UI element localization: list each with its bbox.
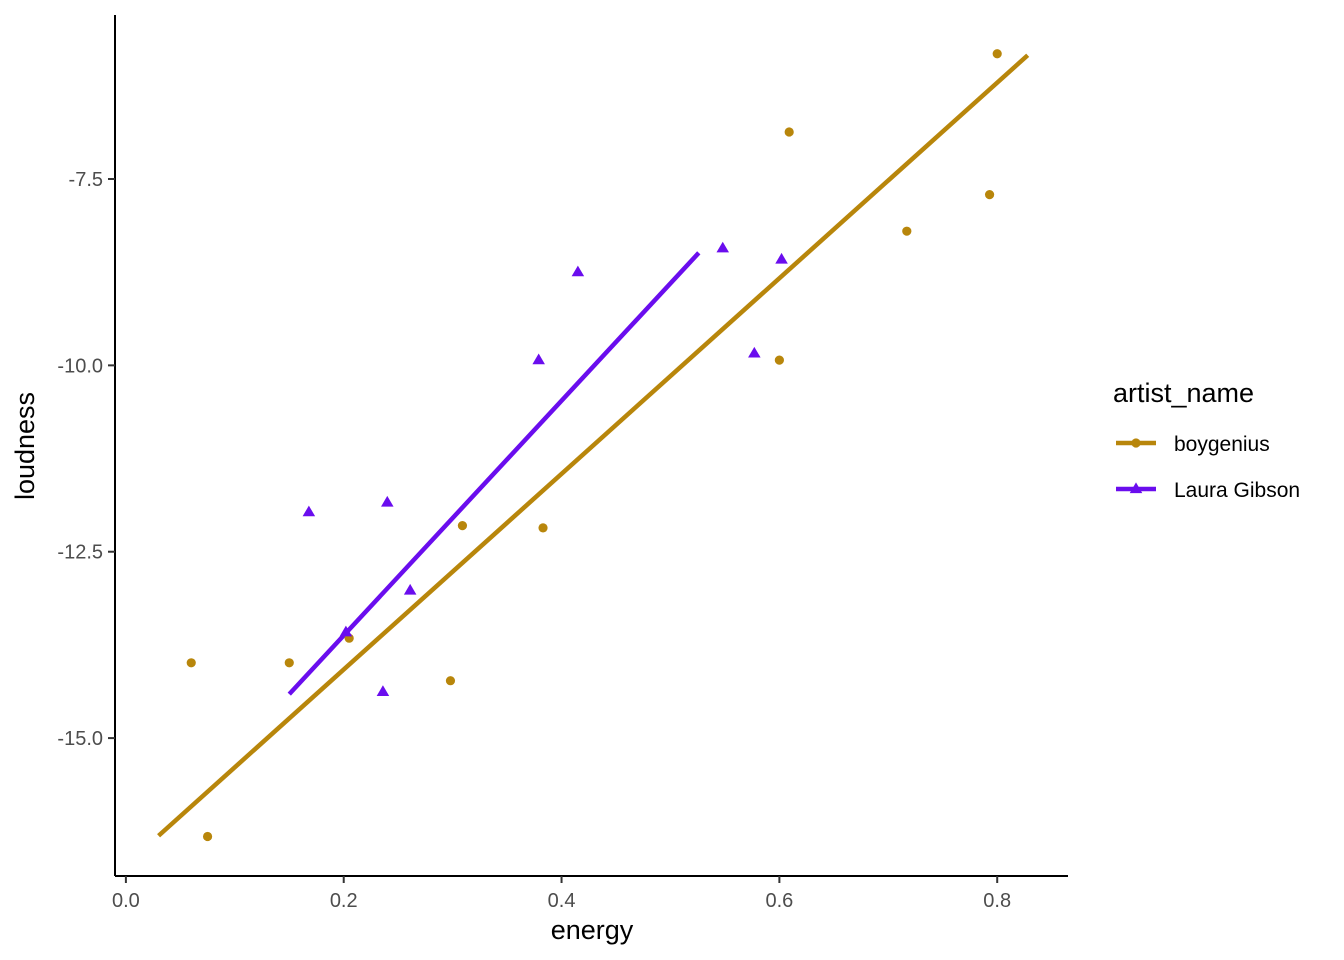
point-boygenius (445, 676, 456, 686)
y-tick-label: -7.5 (69, 169, 103, 191)
legend-item-laura-gibson: Laura Gibson (1116, 479, 1300, 502)
point-laura-gibson (403, 583, 417, 595)
point-boygenius (774, 355, 784, 365)
legend: artist_name boygenius Laura Gibson (1113, 378, 1300, 502)
point-boygenius (902, 226, 912, 236)
legend-label: Laura Gibson (1174, 479, 1300, 502)
point-laura-gibson (716, 241, 730, 253)
point-boygenius (784, 127, 794, 137)
y-tick-label: -10.0 (57, 355, 103, 377)
y-tick-label: -15.0 (57, 728, 103, 750)
point-boygenius (538, 523, 548, 533)
point-boygenius (984, 190, 995, 200)
fit-lines (157, 53, 1030, 838)
x-tick-label: 0.0 (112, 890, 140, 912)
x-axis-title: energy (551, 915, 634, 945)
x-tick-label: 0.8 (983, 890, 1011, 912)
point-boygenius (284, 658, 294, 668)
plot-area (157, 49, 1030, 842)
legend-key-marker (1131, 438, 1141, 448)
point-laura-gibson (571, 265, 585, 277)
point-laura-gibson (381, 495, 394, 507)
x-tick-label: 0.6 (765, 890, 793, 912)
point-boygenius (992, 49, 1002, 59)
fit-line-boygenius (157, 53, 1030, 838)
point-boygenius (186, 658, 196, 668)
legend-label: boygenius (1174, 433, 1270, 456)
point-laura-gibson (775, 252, 788, 264)
y-axis-ticks: -7.5 -10.0 -12.5 -15.0 (57, 169, 115, 750)
point-laura-gibson (339, 625, 353, 637)
x-tick-label: 0.4 (548, 890, 576, 912)
y-tick-label: -12.5 (57, 542, 103, 564)
data-points (186, 49, 1002, 842)
point-boygenius (457, 521, 468, 531)
legend-item-boygenius: boygenius (1116, 433, 1270, 456)
legend-key-marker (1129, 482, 1143, 494)
legend-items: boygenius Laura Gibson (1116, 433, 1300, 502)
y-axis-title: loudness (10, 392, 40, 500)
point-laura-gibson (748, 346, 761, 358)
fit-line-laura-gibson (287, 251, 701, 696)
legend-title: artist_name (1113, 378, 1254, 408)
point-laura-gibson (376, 685, 390, 696)
x-axis-ticks: 0.0 0.2 0.4 0.6 0.8 (112, 876, 1011, 912)
point-boygenius (202, 831, 213, 842)
x-tick-label: 0.2 (330, 890, 358, 912)
point-laura-gibson (302, 505, 316, 517)
point-laura-gibson (532, 353, 545, 365)
axes: 0.0 0.2 0.4 0.6 0.8 -7.5 -10.0 -12.5 -15.0 (57, 15, 1068, 912)
